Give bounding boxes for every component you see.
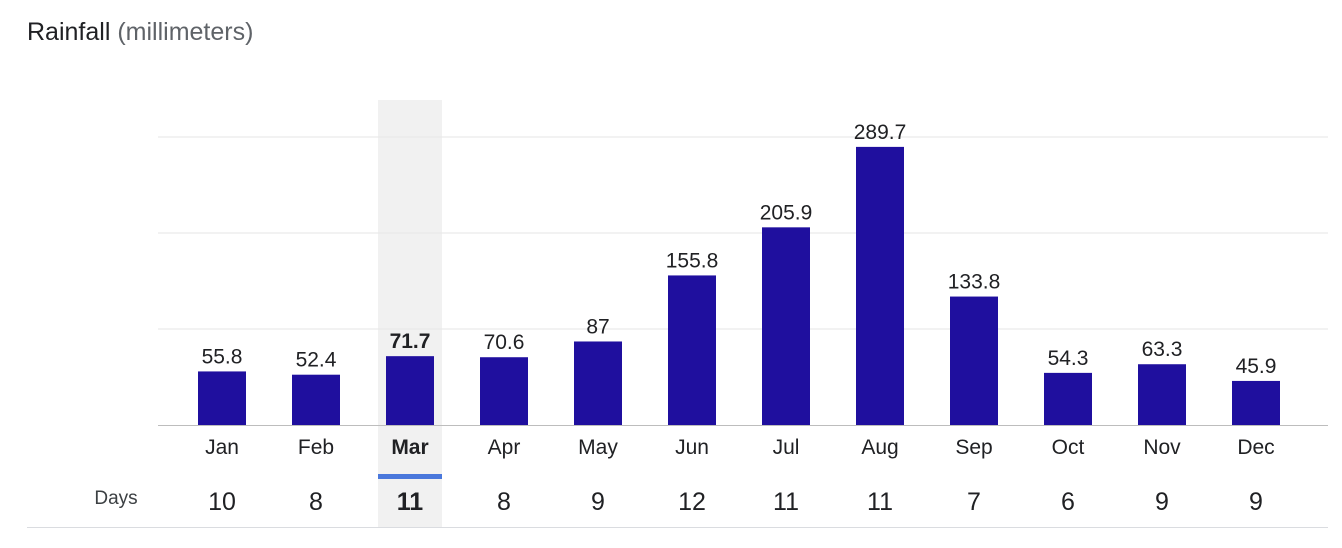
days-value-dec: 9 <box>1249 488 1263 516</box>
days-row-label: Days <box>94 488 137 509</box>
month-label-jun[interactable]: Jun <box>675 436 709 459</box>
chart-title: Rainfall (millimeters) <box>27 18 253 47</box>
value-label-jun: 155.8 <box>666 249 719 272</box>
month-label-aug[interactable]: Aug <box>861 436 898 459</box>
days-value-aug: 11 <box>867 488 893 516</box>
selected-column-highlight <box>378 100 442 528</box>
bar-may[interactable] <box>574 341 622 425</box>
value-label-jul: 205.9 <box>760 201 813 224</box>
month-label-jan[interactable]: Jan <box>205 436 239 459</box>
bar-feb[interactable] <box>292 374 340 425</box>
value-label-sep: 133.8 <box>948 271 1001 294</box>
month-label-jul[interactable]: Jul <box>773 436 800 459</box>
title-text: Rainfall <box>27 18 111 46</box>
days-value-may: 9 <box>591 488 605 516</box>
days-value-jun: 12 <box>678 488 706 516</box>
month-label-apr[interactable]: Apr <box>488 436 521 459</box>
title-unit: (millimeters) <box>117 18 254 46</box>
month-label-oct[interactable]: Oct <box>1052 436 1085 459</box>
value-label-mar: 71.7 <box>390 330 431 353</box>
selected-month-indicator <box>378 474 442 479</box>
value-label-may: 87 <box>586 315 609 338</box>
bar-nov[interactable] <box>1138 364 1186 425</box>
bar-aug[interactable] <box>856 146 904 425</box>
value-label-aug: 289.7 <box>854 121 907 144</box>
month-label-may[interactable]: May <box>578 436 618 459</box>
bar-sep[interactable] <box>950 296 998 425</box>
month-label-nov[interactable]: Nov <box>1143 436 1181 459</box>
month-label-sep[interactable]: Sep <box>955 436 992 459</box>
days-value-jan: 10 <box>208 488 236 516</box>
month-label-mar[interactable]: Mar <box>391 436 428 459</box>
value-label-dec: 45.9 <box>1236 355 1277 378</box>
bar-apr[interactable] <box>480 357 528 425</box>
days-value-apr: 8 <box>497 488 511 516</box>
days-value-mar: 11 <box>397 488 424 516</box>
value-label-apr: 70.6 <box>484 331 525 354</box>
value-label-nov: 63.3 <box>1142 338 1183 361</box>
value-label-feb: 52.4 <box>296 349 337 372</box>
days-value-sep: 7 <box>967 488 981 516</box>
bar-dec[interactable] <box>1232 380 1280 425</box>
bar-jun[interactable] <box>668 275 716 425</box>
month-label-dec[interactable]: Dec <box>1237 436 1274 459</box>
bar-oct[interactable] <box>1044 372 1092 425</box>
days-value-jul: 11 <box>773 488 799 516</box>
value-label-oct: 54.3 <box>1048 347 1089 370</box>
days-value-oct: 6 <box>1061 488 1075 516</box>
month-label-feb[interactable]: Feb <box>298 436 334 459</box>
days-value-nov: 9 <box>1155 488 1169 516</box>
bar-jan[interactable] <box>198 371 246 425</box>
value-label-jan: 55.8 <box>202 345 243 368</box>
bar-jul[interactable] <box>762 227 810 425</box>
days-value-feb: 8 <box>309 488 323 516</box>
bar-mar[interactable] <box>386 356 434 425</box>
